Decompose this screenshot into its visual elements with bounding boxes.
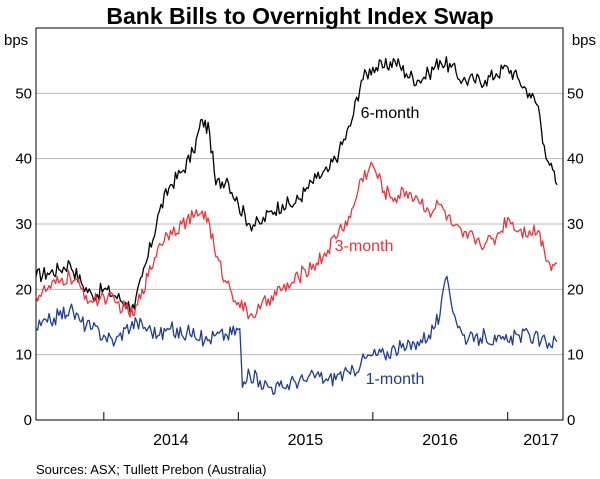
series-line-1-month	[35, 275, 558, 396]
y-tick-label-right: 50	[567, 85, 584, 102]
y-tick-label-left: 10	[15, 347, 32, 364]
y-tick-label-right: 20	[567, 281, 584, 298]
y-tick-label-left: 50	[15, 85, 32, 102]
series-label-6-month: 6-month	[361, 105, 420, 122]
right-unit-label: bps	[572, 32, 596, 49]
y-tick-label-right: 0	[567, 412, 575, 429]
x-tick-label: 2015	[288, 432, 324, 449]
gridlines	[36, 92, 563, 356]
x-tick-label: 2016	[422, 432, 458, 449]
series-label-1-month: 1-month	[366, 371, 425, 388]
y-tick-label-left: 40	[15, 151, 32, 168]
y-tick-label-right: 30	[567, 216, 584, 233]
series-line-6-month	[35, 56, 558, 313]
source-note: Sources: ASX; Tullett Prebon (Australia)	[36, 462, 267, 477]
y-axis-ticks: 0 0 10 10 20 20 30 30 40 40 50 50	[15, 85, 583, 429]
y-tick-label-right: 10	[567, 347, 584, 364]
chart-title: Bank Bills to Overnight Index Swap	[106, 3, 493, 29]
x-tick-label: 2017	[523, 432, 559, 449]
x-axis-ticks: 2014 2015 2016 2017	[103, 412, 559, 449]
y-tick-label-right: 40	[567, 151, 584, 168]
y-tick-label-left: 0	[24, 412, 32, 429]
plot-frame	[35, 27, 564, 421]
y-tick-label-left: 20	[15, 281, 32, 298]
left-unit-label: bps	[4, 32, 28, 49]
series-label-3-month: 3-month	[335, 238, 394, 255]
x-tick-label: 2014	[153, 432, 189, 449]
y-tick-label-left: 30	[15, 216, 32, 233]
series-lines	[35, 56, 558, 396]
series-line-3-month	[35, 161, 558, 320]
